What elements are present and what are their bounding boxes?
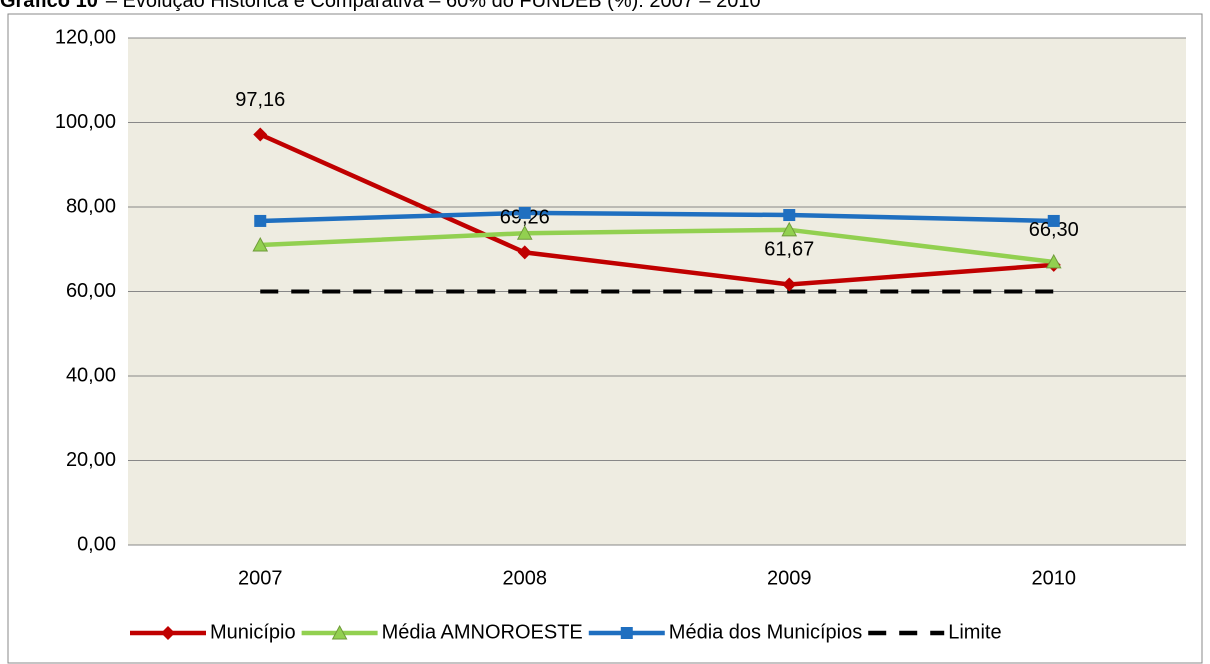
title-label: Gráfico 10 (0, 0, 98, 12)
series-line (260, 210, 1054, 224)
series-line (259, 132, 1054, 287)
data-label: 61,67 (764, 239, 814, 261)
y-tick-label: 40,00 (66, 364, 116, 386)
y-tick-label: 100,00 (55, 111, 116, 133)
title-text: – Evolução Histórica e Comparativa – 60%… (106, 0, 761, 12)
data-label: 66,30 (1029, 219, 1079, 241)
chart-title: Gráfico 10 – Evolução Histórica e Compara… (0, 0, 761, 12)
marker (518, 206, 531, 219)
y-tick-label: 120,00 (55, 26, 116, 48)
marker (1045, 253, 1062, 269)
y-tick-label: 20,00 (66, 449, 116, 471)
y-tick-label: 0,00 (77, 533, 116, 555)
x-tick-label: 2007 (238, 567, 283, 589)
series-line (260, 227, 1055, 265)
marker (331, 624, 348, 640)
marker (161, 626, 175, 640)
marker (253, 127, 268, 142)
x-tick-label: 2010 (1032, 567, 1077, 589)
legend-label: Média AMNOROESTE (382, 621, 583, 643)
marker (782, 277, 797, 292)
legend-label: Município (210, 621, 296, 643)
marker (620, 627, 633, 639)
marker (252, 236, 269, 252)
y-tick-label: 60,00 (66, 280, 116, 302)
marker (517, 245, 532, 260)
y-tick-label: 80,00 (66, 195, 116, 217)
data-label: 97,16 (235, 89, 285, 111)
x-tick-label: 2009 (767, 567, 812, 589)
marker (516, 225, 533, 240)
marker (783, 209, 796, 222)
marker (781, 221, 798, 237)
marker (254, 214, 267, 227)
legend-label: Limite (948, 621, 1001, 643)
legend-label: Média dos Municípios (669, 621, 862, 643)
marker (1047, 214, 1060, 227)
x-tick-label: 2008 (503, 567, 548, 589)
